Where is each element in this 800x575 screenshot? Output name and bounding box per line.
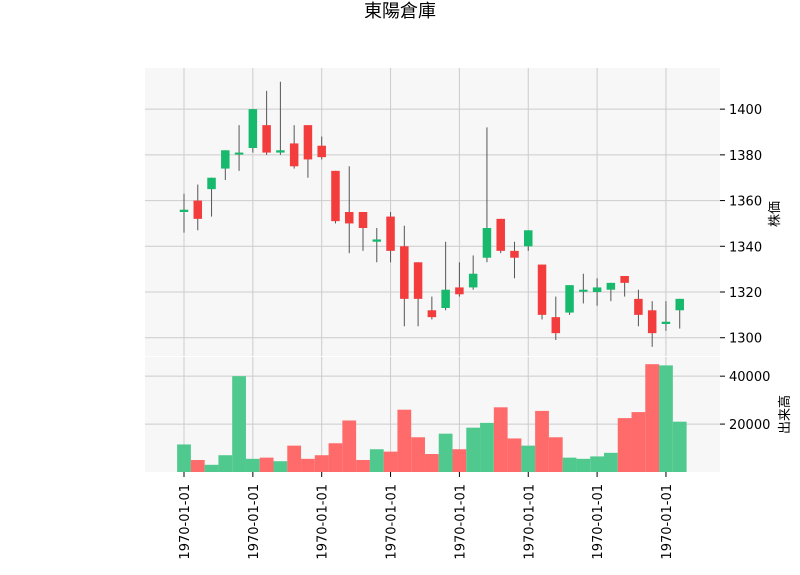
price-ytick-label: 1340 — [729, 240, 762, 255]
candle-body-up — [234, 152, 244, 155]
x-tick-label: 1970-01-01 — [522, 484, 537, 560]
candle-body-down — [193, 200, 203, 219]
candle-body-down — [647, 310, 657, 334]
volume-bar — [535, 410, 549, 472]
candle-body-down — [386, 216, 395, 251]
price-ytick-label: 1400 — [729, 103, 762, 118]
volume-bar — [369, 449, 384, 472]
volume-bar — [232, 376, 246, 472]
volume-bar — [383, 451, 398, 472]
candle-body-up — [276, 150, 285, 153]
volume-bar — [438, 433, 453, 472]
candle-body-down — [551, 317, 561, 334]
price-ytick-label: 1300 — [729, 332, 762, 347]
price-ytick-label: 1320 — [729, 286, 762, 301]
price-ytick-label: 1380 — [729, 149, 762, 164]
volume-bar — [659, 365, 673, 472]
candle-body-up — [661, 321, 671, 324]
x-tick-label: 1970-01-01 — [660, 484, 675, 560]
volume-bar — [190, 460, 205, 472]
candle-body-down — [331, 170, 340, 222]
volume-bar — [576, 458, 591, 472]
x-tick-label: 1970-01-01 — [178, 484, 193, 560]
x-tick-label: 1970-01-01 — [385, 484, 400, 560]
volume-bar — [287, 445, 302, 472]
volume-bar — [204, 464, 219, 472]
volume-bar — [356, 460, 370, 472]
volume-bar — [645, 364, 660, 472]
candle-body-up — [482, 228, 492, 258]
volume-bar — [314, 455, 329, 472]
candle-body-up — [592, 287, 602, 292]
candle-body-down — [344, 212, 354, 224]
volume-bar — [411, 437, 425, 472]
volume-panel: 20000 40000 出来高 — [145, 357, 793, 472]
volume-bar — [301, 458, 315, 472]
candle-body-down — [400, 246, 409, 299]
candle-body-down — [317, 145, 326, 158]
candle-body-up — [179, 209, 189, 212]
volume-bar — [617, 418, 632, 472]
volume-bar — [273, 461, 288, 472]
volume-bar — [245, 458, 260, 472]
candle-body-up — [675, 298, 684, 311]
candle-body-down — [634, 298, 643, 315]
candle-body-up — [468, 273, 478, 288]
volume-bar — [672, 421, 687, 472]
volume-bar — [397, 409, 412, 472]
volume-bar — [548, 437, 563, 472]
candle-body-up — [248, 109, 258, 148]
volume-bar — [507, 438, 522, 472]
volume-axis-label: 出来高 — [777, 395, 793, 434]
volume-bar — [590, 456, 604, 472]
candle-body-down — [303, 125, 313, 160]
volume-bar — [631, 412, 646, 472]
volume-bar — [452, 449, 467, 472]
x-axis: 1970-01-01 1970-01-01 1970-01-01 1970-01-01… — [178, 472, 675, 560]
price-axis-label: 株価 — [768, 201, 783, 227]
volume-ytick-label: 20000 — [729, 418, 770, 433]
candle-body-down — [289, 143, 299, 167]
candle-body-down — [262, 125, 271, 153]
candle-body-up — [565, 285, 574, 313]
volume-bar — [603, 452, 618, 472]
volume-bar — [259, 457, 274, 472]
volume-bar — [342, 420, 357, 472]
volume-bar — [493, 407, 508, 472]
candle-body-down — [358, 212, 368, 228]
volume-ytick-label: 40000 — [729, 370, 770, 385]
candle-body-up — [441, 289, 450, 308]
candle-body-down — [620, 276, 629, 283]
volume-bar — [466, 427, 481, 472]
volume-bar — [177, 444, 191, 472]
candle-body-up — [579, 289, 588, 292]
candle-body-up — [524, 230, 533, 247]
candle-body-down — [537, 264, 547, 315]
candle-body-down — [455, 287, 464, 295]
x-tick-label: 1970-01-01 — [591, 484, 606, 560]
chart-title: 東陽倉庫 — [364, 1, 436, 22]
candle-body-down — [427, 310, 437, 318]
x-tick-label: 1970-01-01 — [247, 484, 262, 560]
candle-body-up — [372, 239, 382, 242]
volume-bar — [218, 455, 233, 472]
candle-body-down — [413, 262, 423, 299]
price-ytick-label: 1360 — [729, 195, 762, 210]
volume-bar — [328, 443, 343, 472]
volume-bar — [521, 445, 536, 472]
candle-body-up — [606, 282, 616, 290]
volume-bar — [562, 457, 577, 472]
candle-body-down — [496, 218, 505, 251]
candle-body-up — [221, 150, 230, 169]
x-tick-label: 1970-01-01 — [453, 484, 468, 560]
volume-bar — [480, 422, 494, 472]
candle-body-up — [207, 177, 216, 190]
price-panel-background — [145, 68, 720, 356]
volume-bar — [424, 454, 439, 472]
price-panel: 1300 1320 1340 1360 1380 1400 株価 — [145, 68, 783, 356]
x-tick-label: 1970-01-01 — [316, 484, 331, 560]
candle-body-down — [510, 250, 519, 258]
